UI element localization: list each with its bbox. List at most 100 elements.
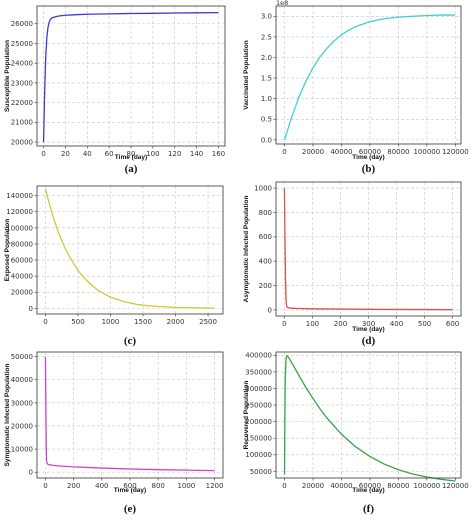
- x-tick-label: 0: [41, 150, 45, 158]
- x-tick-label: 400: [95, 482, 108, 490]
- y-tick-label: 140000: [6, 192, 33, 200]
- x-tick-label: 0: [282, 320, 286, 328]
- plot-area: [276, 352, 461, 478]
- plot-area: [276, 6, 461, 144]
- panel-label: (a): [125, 163, 138, 175]
- y-tick-label: 20000: [11, 138, 33, 146]
- x-tick-label: 2000: [167, 318, 185, 326]
- x-tick-label: 40000: [330, 148, 352, 156]
- x-tick-label: 1000: [102, 318, 120, 326]
- y-axis-label: Symptomatic Infected Population: [4, 364, 11, 467]
- y-tick-label: 80000: [11, 240, 33, 248]
- chart-panel-4: 0 200 400 600 800 1000 1200 0 10000 20000 30000 400…: [4, 351, 223, 515]
- y-tick-label: 0: [29, 469, 33, 477]
- x-tick-label: 80000: [387, 482, 409, 490]
- x-tick-label: 500: [418, 320, 431, 328]
- plot-frame: [275, 5, 462, 145]
- x-tick-label: 160: [212, 150, 225, 158]
- y-tick-label: 800: [259, 209, 272, 217]
- y-tick-label: 40000: [11, 273, 33, 281]
- y-tick-label: 1.5: [261, 74, 272, 82]
- x-axis-label: Time (day): [352, 326, 384, 333]
- y-tick-label: 200: [259, 282, 272, 290]
- y-tick-label: 150000: [245, 435, 272, 443]
- x-tick-label: 100000: [413, 148, 440, 156]
- y-tick-label: 0.5: [261, 116, 272, 124]
- x-tick-label: 600: [446, 320, 459, 328]
- x-tick-label: 40000: [330, 482, 352, 490]
- y-tick-label: 23000: [11, 79, 33, 87]
- x-tick-label: 80: [127, 150, 136, 158]
- x-tick-label: 80000: [387, 148, 409, 156]
- y-tick-label: 40000: [11, 376, 33, 384]
- panel-label: (d): [362, 335, 376, 347]
- panel-label: (f): [363, 503, 374, 515]
- x-tick-label: 120: [168, 150, 181, 158]
- y-tick-label: 400: [259, 258, 272, 266]
- x-tick-label: 100: [146, 150, 159, 158]
- x-tick-label: 200: [67, 482, 80, 490]
- y-tick-label: 0: [29, 305, 33, 313]
- y-tick-label: 60000: [11, 256, 33, 264]
- x-axis-label: Time (day): [114, 487, 146, 494]
- x-tick-label: 60000: [359, 482, 381, 490]
- y-tick-label: 400000: [245, 352, 272, 360]
- chart-panel-5: 0 20000 40000 60000 80000 100000 1200005000010…: [243, 351, 469, 515]
- y-tick-label: 2.0: [261, 54, 272, 62]
- y-tick-label: 0: [268, 306, 272, 314]
- series-line: [44, 356, 215, 472]
- x-tick-label: 100000: [413, 482, 440, 490]
- x-tick-label: 400: [390, 320, 403, 328]
- x-tick-label: 140: [190, 150, 203, 158]
- y-tick-label: 26000: [11, 20, 33, 28]
- y-axis-label: Susceptible Population: [4, 40, 11, 112]
- chart-panel-1: 0 20000 40000 60000 80000 100000 120000 0.0 0.5 1…: [243, 0, 469, 175]
- y-tick-label: 200000: [245, 418, 272, 426]
- y-tick-label: 20000: [11, 422, 33, 430]
- x-tick-label: 0: [282, 148, 286, 156]
- y-tick-label: 21000: [11, 119, 33, 127]
- y-tick-label: 2.5: [261, 33, 272, 41]
- y-tick-label: 20000: [11, 289, 33, 297]
- x-tick-label: 120000: [442, 148, 469, 156]
- x-tick-label: 0: [43, 482, 47, 490]
- y-tick-label: 50000: [250, 468, 272, 476]
- series-line: [283, 355, 456, 482]
- x-tick-label: 120000: [442, 482, 469, 490]
- series-line: [42, 11, 219, 143]
- series-line: [44, 189, 215, 309]
- chart-panel-0: 0 20 40 60 80 100 120 140 160 20000 21000 22000 2300…: [4, 5, 226, 175]
- plot-frame: [36, 185, 224, 315]
- y-axis-label: Exposed Population: [4, 219, 11, 282]
- y-offset-text: 1e8: [276, 0, 288, 7]
- x-tick-label: 20000: [302, 482, 324, 490]
- y-tick-label: 100000: [6, 224, 33, 232]
- panel-label: (e): [124, 503, 137, 515]
- panel-label: (b): [362, 163, 376, 175]
- x-axis-label: Time (day): [352, 487, 384, 494]
- x-axis-label: Time (day): [352, 154, 384, 161]
- x-tick-label: 1000: [177, 482, 195, 490]
- x-tick-label: 20000: [302, 148, 324, 156]
- y-tick-label: 24000: [11, 60, 33, 68]
- x-tick-label: 200: [334, 320, 347, 328]
- y-tick-label: 1.0: [261, 95, 272, 103]
- y-tick-label: 100000: [245, 451, 272, 459]
- y-axis-label: Vaccinated Population: [243, 40, 250, 109]
- x-tick-label: 40: [83, 150, 92, 158]
- chart-panel-3: 0 100 200 300 400 500 600 0 200 400 600 800 1000 Asym…: [243, 181, 462, 347]
- y-tick-label: 120000: [6, 208, 33, 216]
- y-tick-label: 300000: [245, 385, 272, 393]
- y-axis-label: Recovered Population: [243, 381, 250, 450]
- x-tick-label: 60000: [359, 148, 381, 156]
- y-tick-label: 350000: [245, 368, 272, 376]
- x-axis-label: Time (day): [115, 154, 147, 161]
- series-line: [283, 188, 453, 311]
- y-tick-label: 0.0: [261, 136, 272, 144]
- x-tick-label: 0: [282, 482, 286, 490]
- x-tick-label: 0: [43, 318, 47, 326]
- plot-frame: [275, 351, 462, 479]
- series-line: [283, 14, 456, 141]
- y-tick-label: 50000: [11, 353, 33, 361]
- y-tick-label: 3.0: [261, 13, 272, 21]
